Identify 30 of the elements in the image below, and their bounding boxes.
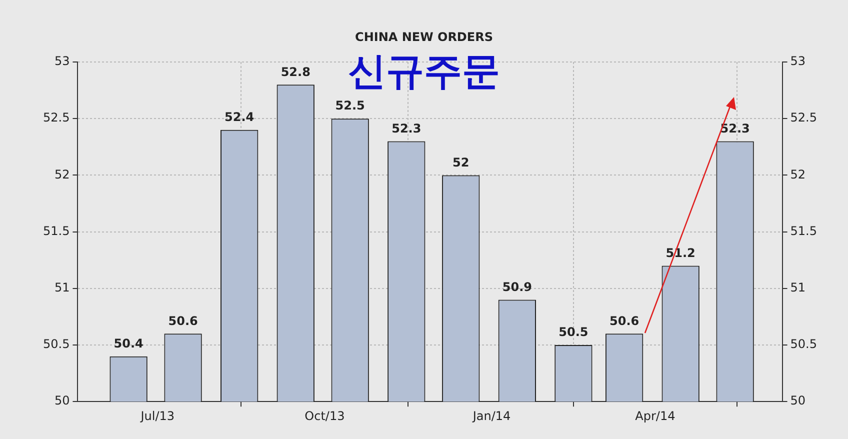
x-tick-label: Apr/14 <box>635 408 676 423</box>
y-tick-label: 51 <box>54 280 70 295</box>
data-label: 52.3 <box>392 121 422 136</box>
y2-tick-label: 51 <box>790 280 806 295</box>
y-tick-label: 50.5 <box>43 337 70 352</box>
x-tick-label: Oct/13 <box>304 408 345 423</box>
data-label: 50.6 <box>168 314 198 328</box>
data-label: 50.6 <box>609 314 640 328</box>
y2-tick-label: 52.5 <box>790 110 817 125</box>
y2-tick-label: 51.5 <box>790 224 817 238</box>
data-label: 50.9 <box>502 280 532 294</box>
x-tick-label: Jan/14 <box>472 408 511 423</box>
data-label: 52.4 <box>224 110 254 124</box>
y2-tick-label: 50.5 <box>790 337 817 352</box>
y-tick-label: 51.5 <box>43 224 70 238</box>
y-tick-label: 52 <box>54 167 70 182</box>
data-label: 50.4 <box>114 336 144 350</box>
y2-tick-label: 53 <box>790 54 806 68</box>
data-label: 52 <box>452 155 470 170</box>
y2-tick-label: 50 <box>790 394 806 408</box>
chart-title: CHINA NEW ORDERS <box>354 30 494 44</box>
y-tick-label: 50 <box>54 394 70 408</box>
data-label: 50.5 <box>558 325 588 340</box>
x-tick-label: Jul/13 <box>140 408 175 423</box>
y-tick-label: 52.5 <box>43 110 70 125</box>
data-label: 52.5 <box>335 98 365 113</box>
y2-tick-label: 52 <box>790 167 806 182</box>
y-tick-label: 53 <box>54 54 70 68</box>
annotation: 신규주문 <box>348 49 500 93</box>
data-label: 52.8 <box>280 64 310 79</box>
